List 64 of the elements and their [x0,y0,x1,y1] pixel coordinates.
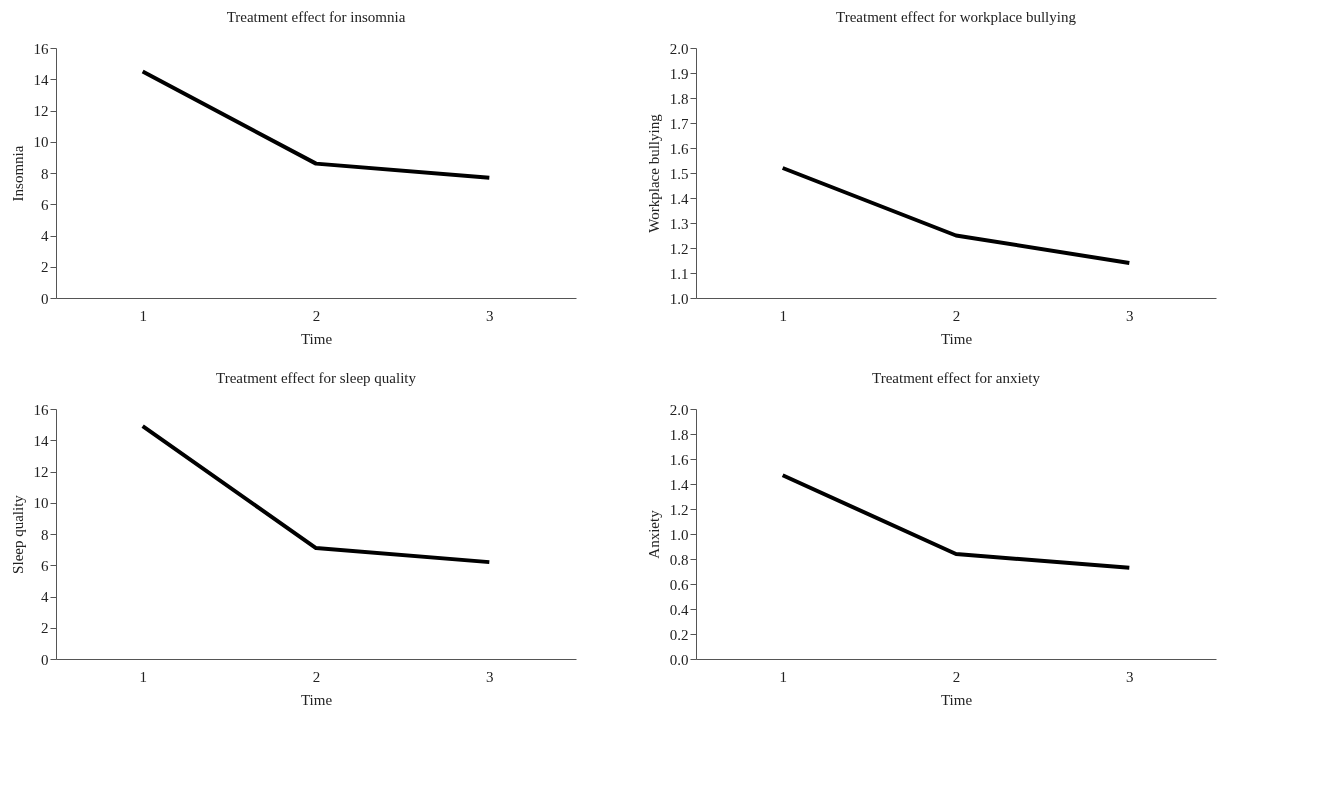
y-tick-label: 1.8 [669,426,689,443]
y-tick-label: 8 [41,165,49,182]
y-tick-label: 1.0 [669,526,689,543]
y-tick-label: 12 [33,464,49,480]
x-tick-label: 3 [1126,307,1134,324]
y-tick-label: 1.9 [669,65,689,82]
y-tick-label: 10 [33,495,49,512]
y-tick-label: 16 [33,401,49,418]
chart-title: Treatment effect for sleep quality [216,370,417,386]
y-tick-label: 2.0 [669,401,689,418]
y-tick-label: 0.6 [669,576,689,593]
y-tick-label: 4 [41,589,49,605]
y-tick-label: 6 [41,557,49,574]
x-tick-label: 1 [139,668,147,685]
x-tick-label: 2 [952,307,961,324]
chart-title: Treatment effect for workplace bullying [836,9,1077,25]
y-axis-title: Sleep quality [9,494,26,574]
x-axis-title: Time [940,691,973,708]
y-tick-label: 0 [41,651,49,668]
y-tick-label: 2.0 [669,40,689,57]
y-tick-label: 0 [41,290,49,307]
y-tick-label: 8 [41,526,49,543]
x-axis-title: Time [940,330,973,347]
y-tick-label: 1.6 [669,451,689,468]
y-tick-label: 4 [41,228,49,244]
y-tick-label: 10 [33,134,49,151]
y-tick-label: 1.8 [669,90,689,107]
y-axis-title: Insomnia [9,145,26,202]
x-axis-title: Time [300,691,333,708]
y-tick-label: 1.4 [669,476,689,493]
y-tick-label: 12 [33,103,49,119]
y-tick-label: 1.5 [669,165,689,182]
y-tick-label: 1.1 [669,265,689,282]
y-tick-label: 2 [41,259,49,276]
x-tick-label: 2 [312,668,321,685]
x-tick-label: 3 [486,668,494,685]
y-tick-label: 0.4 [669,601,689,618]
x-axis-title: Time [300,330,333,347]
y-axis-title: Workplace bullying [645,113,662,233]
x-tick-label: 2 [312,307,321,324]
y-tick-label: 0.0 [669,651,689,668]
y-tick-label: 1.2 [669,240,689,257]
y-tick-label: 1.6 [669,140,689,157]
x-tick-label: 1 [779,307,787,324]
chart-title: Treatment effect for anxiety [872,370,1041,386]
x-tick-label: 1 [139,307,147,324]
x-tick-label: 2 [952,668,961,685]
y-tick-label: 1.3 [669,215,689,232]
y-tick-label: 1.7 [669,115,689,132]
y-tick-label: 14 [33,71,49,88]
x-tick-label: 1 [779,668,787,685]
x-tick-label: 3 [1126,668,1134,685]
y-tick-label: 16 [33,40,49,57]
y-tick-label: 1.0 [669,290,689,307]
y-tick-label: 6 [41,196,49,213]
chart-title: Treatment effect for insomnia [226,9,406,25]
y-axis-title: Anxiety [645,509,662,559]
y-tick-label: 2 [41,620,49,637]
y-tick-label: 14 [33,432,49,449]
x-tick-label: 3 [486,307,494,324]
y-tick-label: 1.2 [669,501,689,518]
y-tick-label: 0.8 [669,551,689,568]
y-tick-label: 0.2 [669,626,689,643]
y-tick-label: 1.4 [669,190,689,207]
